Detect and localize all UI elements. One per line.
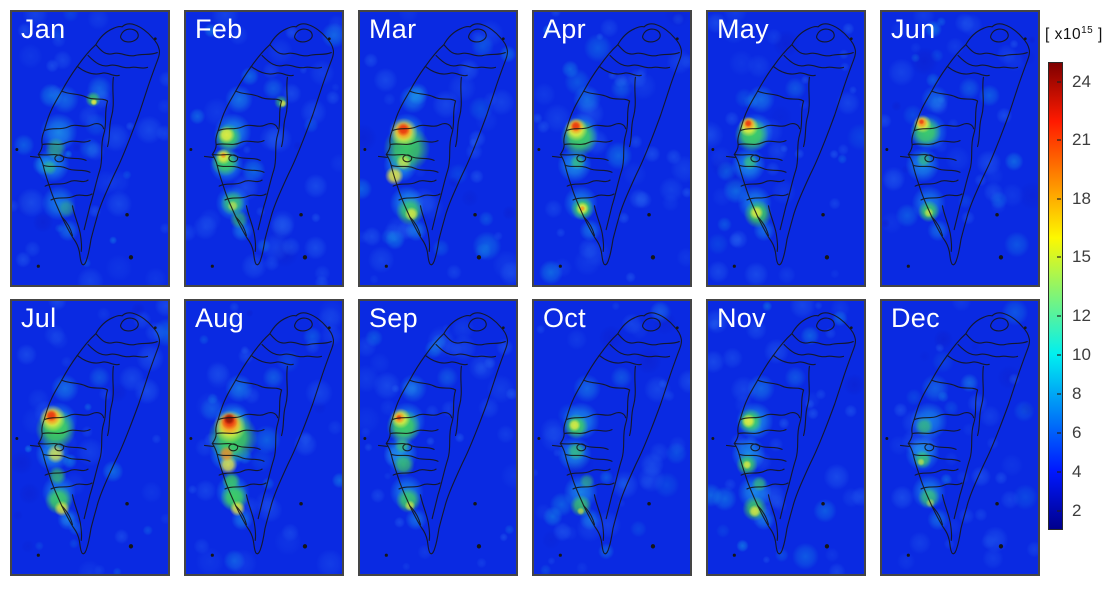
colorbar-tick-label: 10 [1072,344,1091,364]
offshore-islets [885,326,1027,557]
offshore-islets [363,326,505,557]
month-label: Sep [369,303,418,333]
month-label: Nov [717,303,766,333]
colorbar-tick-label: 12 [1072,305,1091,325]
colorbar-tick-label: 6 [1072,422,1082,442]
heatmap-feb [186,12,342,285]
panel-mar: Mar [358,10,518,287]
panel-sep: Sep [358,299,518,576]
panel-jul: Jul [10,299,170,576]
county-boundaries [377,312,509,555]
offshore-islets [537,37,679,268]
colorbar-gradient [1048,62,1063,530]
offshore-islets [537,326,679,557]
month-label: Dec [891,303,940,333]
county-boundaries [29,23,161,266]
month-label: May [717,14,769,44]
offshore-islets [15,326,157,557]
month-label: Aug [195,303,244,333]
heatmap-mar [360,12,516,285]
county-boundaries [725,312,857,555]
offshore-islets [15,37,157,268]
panel-may: May [706,10,866,287]
heatmap-sep [360,301,516,574]
county-boundaries [377,23,509,266]
colorbar-tick-label: 18 [1072,188,1091,208]
heatmap-oct [534,301,690,574]
heatmap-jun [882,12,1038,285]
panel-jun: Jun [880,10,1040,287]
county-boundaries [29,312,161,555]
county-boundaries [551,23,683,266]
colorbar-tickmark [1057,314,1061,317]
heatmap-apr [534,12,690,285]
panel-nov: Nov [706,299,866,576]
offshore-islets [363,37,505,268]
colorbar-tick-label: 21 [1072,130,1091,149]
colorbar: 2 4 6 8 10 12 15 18 21 24 [1048,62,1112,530]
month-label: Jan [21,14,66,44]
county-boundaries [203,312,335,555]
month-label: Jun [891,14,936,44]
colorbar-tick-label: 4 [1072,461,1082,481]
colorbar-tick-label: 2 [1072,500,1082,520]
colorbar-tickmark [1057,431,1061,434]
heatmap-jul [12,301,168,574]
colorbar-tick-label: 24 [1072,71,1091,91]
county-boundaries [899,312,1031,555]
month-label: Mar [369,14,417,44]
offshore-islets [189,37,331,268]
colorbar-tickmark [1057,80,1061,83]
heatmap-dec [882,301,1038,574]
colorbar-tickmark [1057,256,1061,258]
county-boundaries [899,23,1031,266]
colorbar-tickmark [1057,353,1061,356]
heatmap-may [708,12,864,285]
offshore-islets [711,326,853,557]
month-label: Jul [21,303,57,333]
colorbar-tickmark [1057,509,1061,512]
colorbar-tick-label: 8 [1072,383,1082,403]
colorbar-tick-label: 15 [1072,247,1091,266]
heatmap-nov [708,301,864,574]
colorbar-tickmark [1057,392,1061,395]
month-label: Feb [195,14,243,44]
county-boundaries [725,23,857,266]
county-boundaries [203,23,335,266]
panel-feb: Feb [184,10,344,287]
panel-jan: Jan [10,10,170,287]
offshore-islets [885,37,1027,268]
month-label: Oct [543,303,586,333]
panel-aug: Aug [184,299,344,576]
colorbar-tickmark [1057,139,1061,141]
colorbar-tickmark [1057,197,1061,200]
panel-oct: Oct [532,299,692,576]
offshore-islets [189,326,331,557]
offshore-islets [711,37,853,268]
panel-grid: Jan Feb Mar Apr May Jun Jul Aug Sep Oct Nov Dec [10,10,1040,576]
panel-dec: Dec [880,299,1040,576]
colorbar-tickmark [1057,470,1061,473]
colorbar-unit-label: [ x1015 ] [1045,25,1103,44]
county-boundaries [551,312,683,555]
heatmap-aug [186,301,342,574]
heatmap-jan [12,12,168,285]
panel-apr: Apr [532,10,692,287]
month-label: Apr [543,14,586,44]
